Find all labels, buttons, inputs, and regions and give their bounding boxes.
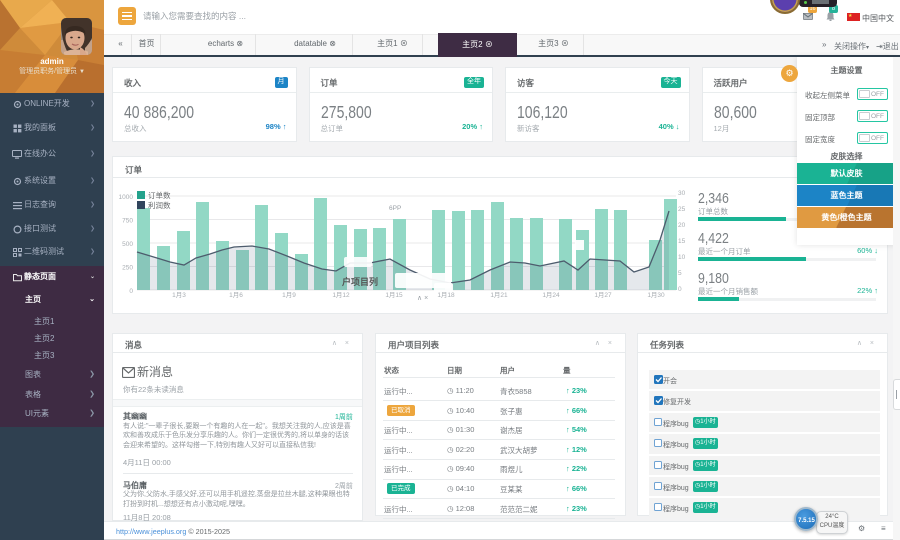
- svg-text:1月27: 1月27: [594, 291, 612, 299]
- svg-text:10: 10: [678, 254, 686, 261]
- svg-text:1月12: 1月12: [332, 291, 350, 299]
- svg-text:20: 20: [678, 222, 686, 229]
- svg-text:30: 30: [678, 190, 686, 197]
- svg-text:6PP: 6PP: [389, 205, 401, 212]
- svg-text:订单数: 订单数: [148, 190, 171, 200]
- svg-text:1月24: 1月24: [542, 291, 560, 299]
- svg-text:1000: 1000: [119, 194, 134, 201]
- svg-text:1月30: 1月30: [647, 291, 665, 299]
- svg-text:500: 500: [122, 241, 133, 248]
- svg-text:∧ ×: ∧ ×: [417, 295, 428, 302]
- svg-text:户项目列: 户项目列: [342, 276, 378, 287]
- svg-text:利润数: 利润数: [148, 200, 171, 210]
- svg-text:1月21: 1月21: [490, 291, 508, 299]
- svg-text:0: 0: [678, 286, 682, 293]
- svg-text:1月15: 1月15: [385, 291, 403, 299]
- svg-text:250: 250: [122, 265, 133, 272]
- svg-text:750: 750: [122, 218, 133, 225]
- svg-text:0: 0: [129, 288, 133, 295]
- svg-text:1月6: 1月6: [229, 291, 243, 299]
- svg-text:1月9: 1月9: [282, 291, 296, 299]
- svg-text:1月3: 1月3: [172, 291, 186, 299]
- svg-text:15: 15: [678, 238, 686, 245]
- svg-text:5: 5: [678, 270, 682, 277]
- svg-text:25: 25: [678, 206, 686, 213]
- svg-text:1月18: 1月18: [437, 291, 455, 299]
